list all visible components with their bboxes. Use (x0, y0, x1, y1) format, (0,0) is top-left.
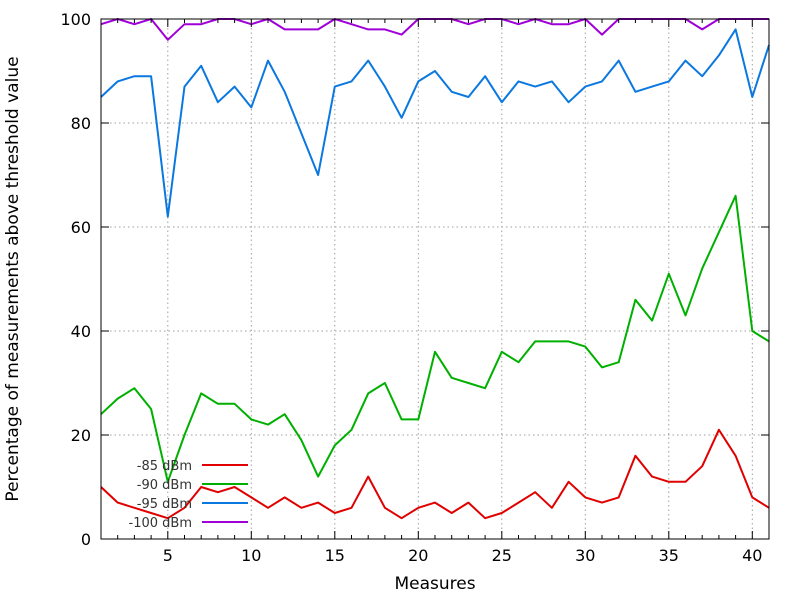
series-line-90dbm-dbm (100, 194, 770, 483)
x-tick-label: 10 (241, 546, 261, 565)
y-axis-label: Percentage of measurements above thresho… (3, 56, 23, 501)
y-tick-label: 0 (81, 530, 91, 549)
axis-ticks: 0 20 40 60 80 100 5 10 15 20 25 30 35 40 (60, 10, 770, 565)
x-tick-label: 40 (742, 546, 762, 565)
y-tick-label: 40 (71, 322, 91, 341)
legend-label: -100 dBm (129, 516, 192, 531)
legend: -85 dBm -90 dBm -95 dBm -100 dBm (129, 459, 248, 531)
x-tick-label: 20 (408, 546, 428, 565)
grid (101, 19, 769, 539)
x-tick-label: 30 (575, 546, 595, 565)
x-axis-label: Measures (394, 574, 475, 594)
legend-label: -90 dBm (137, 478, 192, 493)
legend-label: -95 dBm (137, 497, 192, 512)
y-tick-label: 80 (71, 114, 91, 133)
x-tick-label: 25 (492, 546, 512, 565)
series-line-85dbm-dbm (100, 428, 770, 520)
x-tick-label: 15 (325, 546, 345, 565)
series-line-95dbm-dbm (100, 28, 770, 218)
y-tick-label: 100 (60, 10, 91, 29)
y-tick-label: 60 (71, 218, 91, 237)
legend-label: -85 dBm (137, 459, 192, 474)
x-tick-label: 35 (659, 546, 679, 565)
y-tick-label: 20 (71, 426, 91, 445)
x-tick-label: 5 (163, 546, 173, 565)
